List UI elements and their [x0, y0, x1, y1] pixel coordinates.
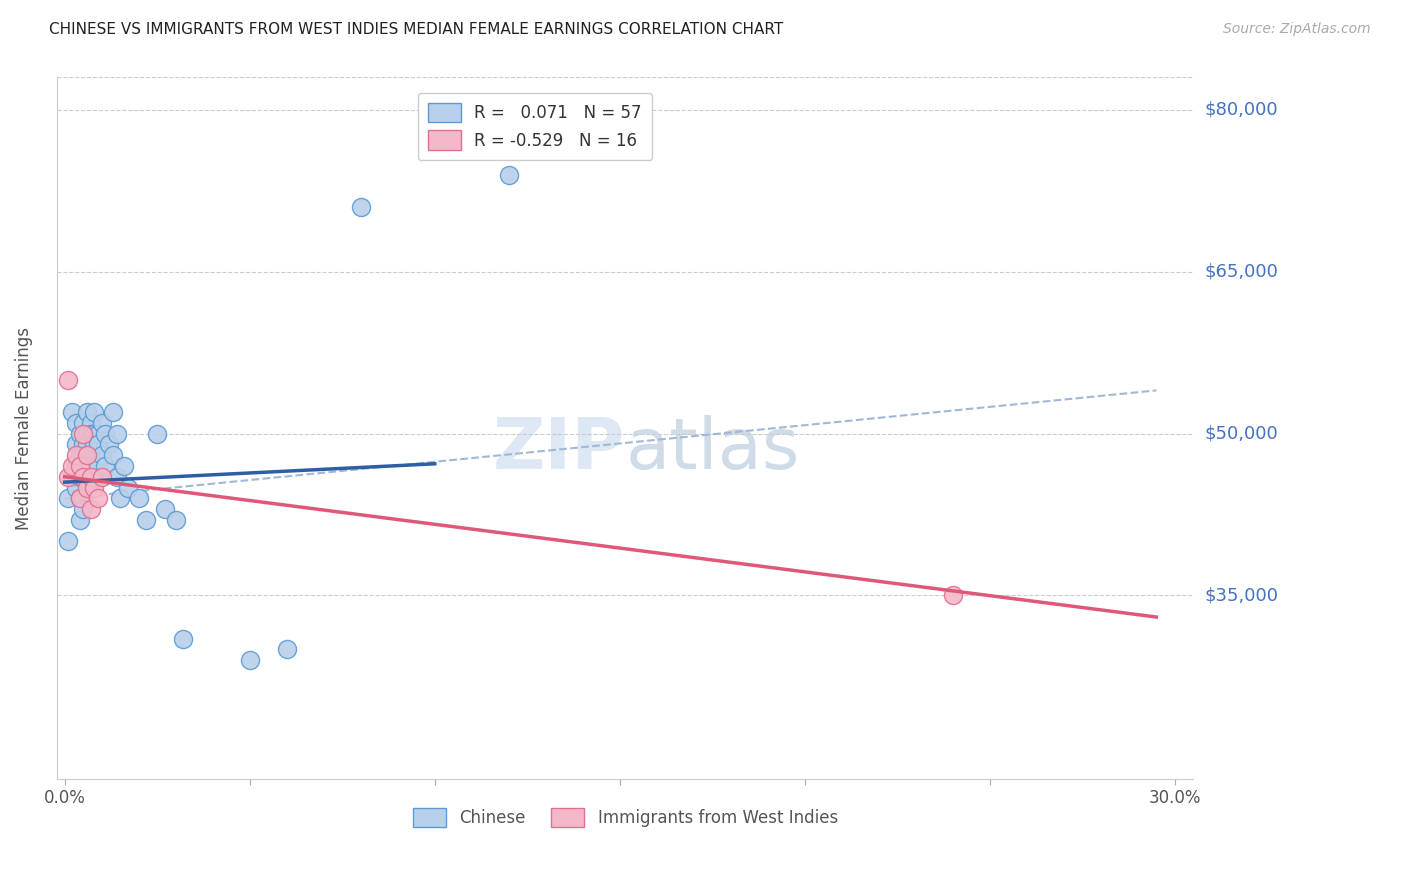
Point	[69, 491, 91, 506]
Point	[60, 405, 83, 419]
Point	[276, 642, 298, 657]
Point	[76, 481, 98, 495]
Point	[87, 426, 110, 441]
Text: Source: ZipAtlas.com: Source: ZipAtlas.com	[1223, 22, 1371, 37]
Point	[76, 437, 98, 451]
Point	[65, 448, 87, 462]
Point	[83, 469, 105, 483]
Point	[76, 458, 98, 473]
Point	[79, 502, 101, 516]
Point	[101, 405, 124, 419]
Point	[79, 458, 101, 473]
Point	[72, 469, 94, 483]
Point	[942, 589, 965, 603]
Point	[87, 437, 110, 451]
Point	[128, 491, 150, 506]
Point	[117, 481, 139, 495]
Point	[498, 168, 520, 182]
Point	[69, 513, 91, 527]
Point	[72, 502, 94, 516]
Text: $50,000: $50,000	[1205, 425, 1278, 442]
Point	[79, 448, 101, 462]
Point	[94, 458, 117, 473]
Point	[60, 469, 83, 483]
Point	[83, 437, 105, 451]
Point	[76, 448, 98, 462]
Point	[79, 426, 101, 441]
Point	[239, 653, 262, 667]
Point	[83, 481, 105, 495]
Point	[58, 491, 80, 506]
Point	[112, 458, 135, 473]
Legend: Chinese, Immigrants from West Indies: Chinese, Immigrants from West Indies	[406, 801, 845, 834]
Point	[72, 426, 94, 441]
Point	[69, 448, 91, 462]
Point	[65, 437, 87, 451]
Text: ZIP: ZIP	[494, 415, 626, 483]
Text: $80,000: $80,000	[1205, 101, 1278, 119]
Point	[101, 448, 124, 462]
Point	[72, 491, 94, 506]
Point	[350, 200, 373, 214]
Point	[146, 426, 169, 441]
Point	[58, 469, 80, 483]
Point	[79, 416, 101, 430]
Point	[90, 416, 112, 430]
Text: CHINESE VS IMMIGRANTS FROM WEST INDIES MEDIAN FEMALE EARNINGS CORRELATION CHART: CHINESE VS IMMIGRANTS FROM WEST INDIES M…	[49, 22, 783, 37]
Point	[76, 405, 98, 419]
Point	[105, 426, 128, 441]
Point	[69, 469, 91, 483]
Point	[65, 481, 87, 495]
Text: $35,000: $35,000	[1205, 586, 1278, 605]
Point	[58, 373, 80, 387]
Point	[83, 405, 105, 419]
Point	[65, 458, 87, 473]
Text: atlas: atlas	[626, 415, 800, 483]
Point	[58, 534, 80, 549]
Point	[153, 502, 176, 516]
Point	[83, 426, 105, 441]
Point	[72, 416, 94, 430]
Point	[60, 458, 83, 473]
Point	[90, 448, 112, 462]
Point	[72, 437, 94, 451]
Point	[87, 491, 110, 506]
Point	[87, 458, 110, 473]
Point	[105, 469, 128, 483]
Point	[110, 491, 132, 506]
Point	[94, 426, 117, 441]
Point	[65, 416, 87, 430]
Point	[76, 448, 98, 462]
Point	[72, 448, 94, 462]
Point	[69, 491, 91, 506]
Point	[98, 437, 121, 451]
Text: $65,000: $65,000	[1205, 263, 1278, 281]
Point	[79, 469, 101, 483]
Point	[90, 469, 112, 483]
Point	[69, 426, 91, 441]
Point	[172, 632, 194, 646]
Point	[72, 469, 94, 483]
Point	[135, 513, 157, 527]
Y-axis label: Median Female Earnings: Median Female Earnings	[15, 326, 32, 530]
Point	[76, 426, 98, 441]
Point	[69, 458, 91, 473]
Point	[165, 513, 187, 527]
